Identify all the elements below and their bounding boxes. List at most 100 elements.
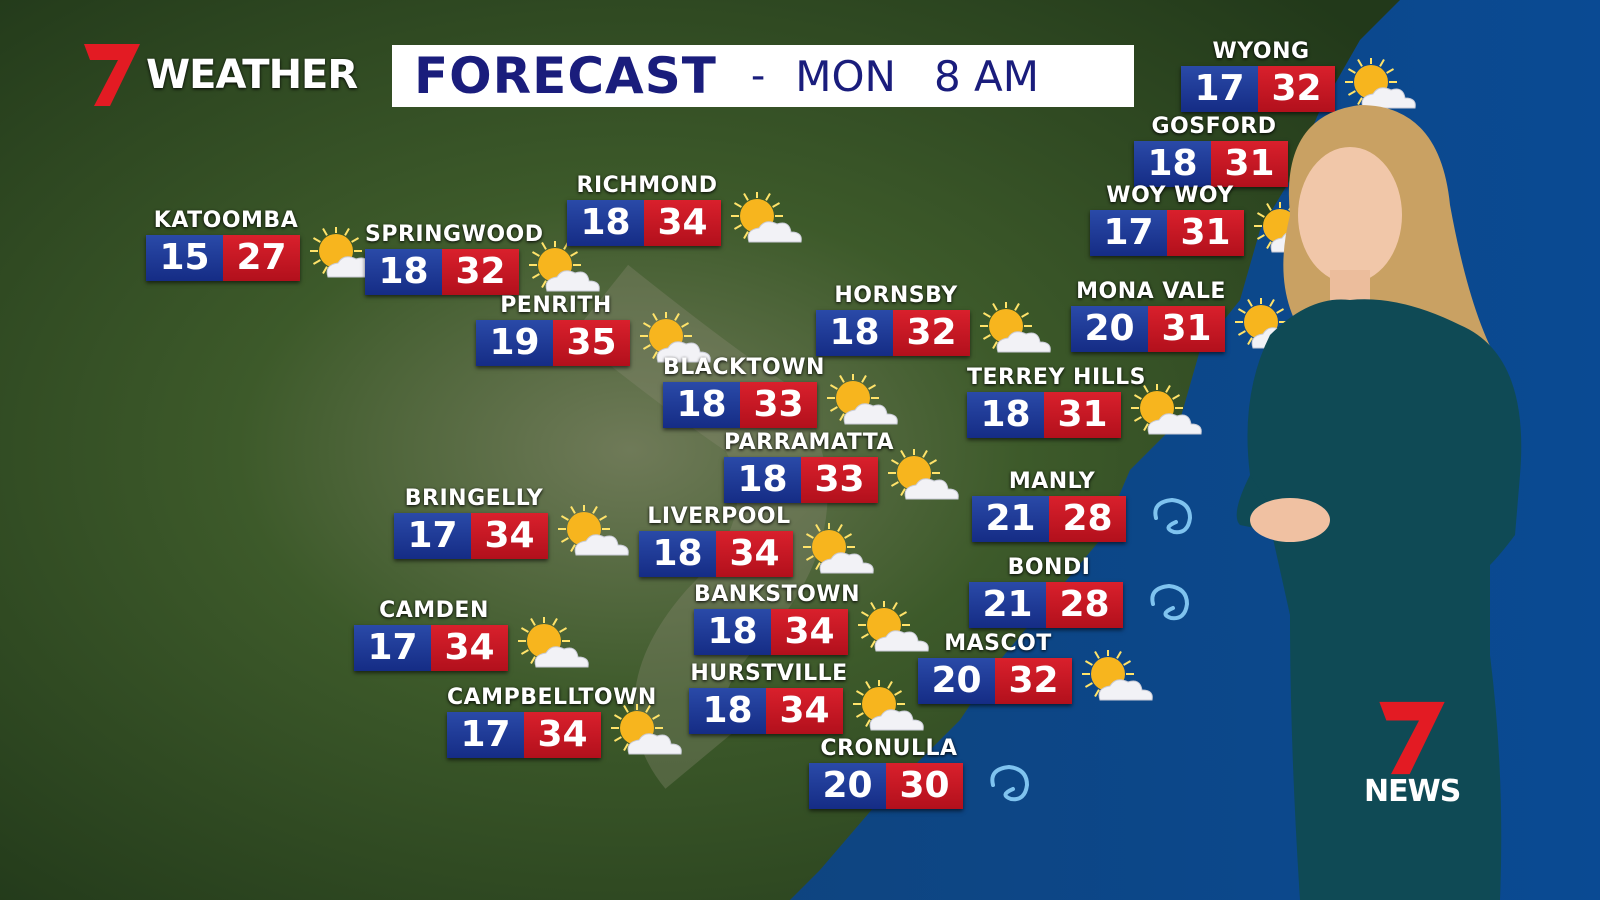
forecast-title: FORECAST — [414, 47, 717, 105]
forecast-time: 8 AM — [933, 51, 1040, 101]
min-temp: 18 — [816, 310, 893, 356]
forecast-day: MON — [795, 51, 896, 101]
min-temp: 18 — [639, 531, 716, 577]
city-forecast-camden: CAMDEN 17 34 — [354, 598, 589, 671]
temperature-boxes: 18 34 — [639, 531, 793, 577]
sun-cloud-icon — [1341, 56, 1419, 118]
city-forecast-springwood: SPRINGWOOD 18 32 — [365, 222, 600, 295]
max-temp: 33 — [801, 457, 878, 503]
temperature-boxes: 17 34 — [354, 625, 508, 671]
max-temp: 31 — [1044, 392, 1121, 438]
city-forecast-mascot: MASCOT 20 32 — [918, 631, 1153, 704]
min-temp: 19 — [476, 320, 553, 366]
sun-cloud-icon — [1078, 648, 1156, 710]
city-name: TERREY HILLS — [967, 365, 1147, 390]
city-forecast-katoomba: KATOOMBA 15 27 — [146, 208, 381, 281]
seven-weather-logo: WEATHER — [82, 42, 358, 108]
min-temp: 18 — [689, 688, 766, 734]
seven-logo-icon — [1379, 701, 1445, 775]
temperature-boxes: 18 34 — [689, 688, 843, 734]
city-forecast-liverpool: LIVERPOOL 18 34 — [639, 504, 874, 577]
city-forecast-richmond: RICHMOND 18 34 — [567, 173, 802, 246]
city-name: MONA VALE — [1076, 279, 1226, 304]
max-temp: 28 — [1046, 582, 1123, 628]
temperature-boxes: 18 34 — [567, 200, 721, 246]
min-temp: 18 — [967, 392, 1044, 438]
sun-cloud-icon — [514, 615, 592, 677]
temperature-boxes: 19 35 — [476, 320, 630, 366]
temperature-boxes: 20 30 — [809, 763, 963, 809]
temperature-boxes: 18 32 — [816, 310, 970, 356]
min-temp: 17 — [447, 712, 524, 758]
min-temp: 18 — [663, 382, 740, 428]
sun-cloud-icon — [607, 702, 685, 764]
city-forecast-mona-vale: MONA VALE 20 31 — [1071, 279, 1306, 352]
min-temp: 17 — [1090, 210, 1167, 256]
sun-cloud-icon — [554, 503, 632, 565]
city-name: BLACKTOWN — [663, 355, 825, 380]
max-temp: 32 — [442, 249, 519, 295]
forecast-title-bar: FORECAST - MON 8 AM — [392, 45, 1134, 107]
temperature-boxes: 20 32 — [918, 658, 1072, 704]
city-name: GOSFORD — [1151, 114, 1277, 139]
temperature-boxes: 18 32 — [365, 249, 519, 295]
wind-icon — [969, 755, 1047, 815]
temperature-boxes: 17 31 — [1090, 210, 1244, 256]
city-forecast-blacktown: BLACKTOWN 18 33 — [663, 355, 898, 428]
min-temp: 18 — [724, 457, 801, 503]
city-name: PARRAMATTA — [724, 430, 895, 455]
city-name: PENRITH — [500, 293, 612, 318]
max-temp: 34 — [766, 688, 843, 734]
city-name: KATOOMBA — [153, 208, 299, 233]
temperature-boxes: 18 33 — [724, 457, 878, 503]
min-temp: 21 — [972, 496, 1049, 542]
sun-cloud-icon — [525, 239, 603, 301]
max-temp: 28 — [1049, 496, 1126, 542]
min-temp: 20 — [1071, 306, 1148, 352]
temperature-boxes: 18 33 — [663, 382, 817, 428]
max-temp: 33 — [740, 382, 817, 428]
sun-cloud-icon — [799, 521, 877, 583]
weather-brand: WEATHER — [146, 52, 358, 98]
temperature-boxes: 17 34 — [394, 513, 548, 559]
max-temp: 34 — [716, 531, 793, 577]
max-temp: 34 — [771, 609, 848, 655]
temperature-boxes: 18 31 — [1134, 141, 1288, 187]
temperature-boxes: 21 28 — [972, 496, 1126, 542]
city-name: BRINGELLY — [404, 486, 544, 511]
min-temp: 18 — [1134, 141, 1211, 187]
presenter-dress — [1247, 299, 1522, 900]
min-temp: 17 — [354, 625, 431, 671]
city-name: CAMDEN — [379, 598, 489, 623]
city-forecast-campbelltown: CAMPBELLTOWN 17 34 — [447, 685, 682, 758]
city-name: HORNSBY — [834, 283, 958, 308]
sun-cloud-icon — [849, 678, 927, 740]
city-forecast-penrith: PENRITH 19 35 — [476, 293, 711, 366]
sun-cloud-icon — [823, 372, 901, 434]
title-separator: - — [750, 53, 766, 99]
temperature-boxes: 18 31 — [967, 392, 1121, 438]
min-temp: 20 — [918, 658, 995, 704]
max-temp: 35 — [553, 320, 630, 366]
max-temp: 30 — [886, 763, 963, 809]
max-temp: 32 — [893, 310, 970, 356]
presenter — [1236, 105, 1522, 900]
city-name: MASCOT — [944, 631, 1052, 656]
city-name: WYONG — [1212, 39, 1310, 64]
city-forecast-bankstown: BANKSTOWN 18 34 — [694, 582, 929, 655]
city-name: SPRINGWOOD — [365, 222, 544, 247]
city-name: BANKSTOWN — [694, 582, 860, 607]
min-temp: 18 — [567, 200, 644, 246]
seven-news-logo: NEWS — [1364, 698, 1461, 809]
city-name: HURSTVILLE — [690, 661, 848, 686]
wind-icon — [1132, 488, 1210, 548]
temperature-boxes: 15 27 — [146, 235, 300, 281]
city-name: CRONULLA — [820, 736, 958, 761]
max-temp: 34 — [524, 712, 601, 758]
temperature-boxes: 17 34 — [447, 712, 601, 758]
city-name: RICHMOND — [576, 173, 718, 198]
min-temp: 17 — [394, 513, 471, 559]
min-temp: 18 — [694, 609, 771, 655]
temperature-boxes: 20 31 — [1071, 306, 1225, 352]
max-temp: 34 — [431, 625, 508, 671]
